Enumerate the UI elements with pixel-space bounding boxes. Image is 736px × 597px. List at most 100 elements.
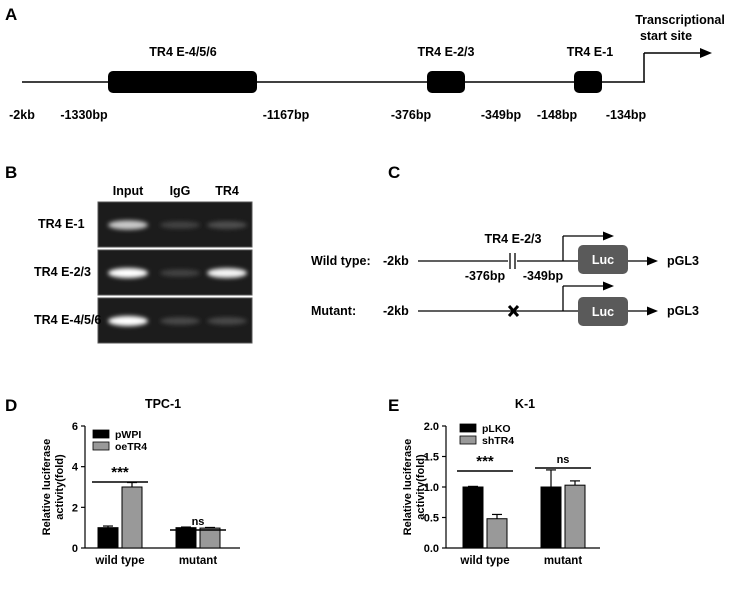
legend-swatch (92, 441, 110, 451)
wild-tss-head (603, 231, 614, 241)
chart-e-title: K-1 (515, 397, 535, 411)
legend-swatch (459, 423, 477, 433)
legend-label: shTR4 (482, 435, 514, 447)
lane-label-tr4: TR4 (215, 184, 239, 198)
panel-b: B Input IgG TR4 TR4 E-1 TR4 E-2/3 TR4 E-… (5, 163, 253, 344)
element-label-e1: TR4 E-1 (567, 45, 614, 59)
mutant-luc-label: Luc (592, 305, 614, 319)
mutant-tss-head (603, 281, 614, 291)
panel-c: C Wild type: -2kb TR4 E-2/3 -376bp -349b… (311, 163, 699, 326)
tss-label-line2: start site (640, 29, 692, 43)
position-label: -349bp (481, 108, 522, 122)
wild-type-label: Wild type: (311, 254, 371, 268)
gel-bands (108, 220, 247, 326)
gel-band (207, 221, 247, 229)
wild-out-head (647, 256, 658, 266)
gel-band (108, 268, 148, 278)
mutant-start-label: -2kb (383, 304, 409, 318)
lane-label-igg: IgG (170, 184, 191, 198)
panel-e: E K-1 Relative luciferase activity(fold)… (388, 396, 600, 567)
wild-luc-box (578, 245, 628, 274)
wild-site-label: TR4 E-2/3 (485, 232, 542, 246)
chart-e-ylabel-line1: Relative luciferase (402, 439, 414, 536)
mutant-luc-box (578, 297, 628, 326)
mutant-vector-label: pGL3 (667, 304, 699, 318)
gel-row-label: TR4 E-2/3 (34, 265, 91, 279)
gel-band (207, 317, 247, 325)
x-tick-label: wild type (94, 555, 144, 567)
position-label: -1167bp (263, 108, 310, 122)
bar (564, 484, 586, 549)
panel-a-letter: A (5, 5, 17, 24)
bar (486, 518, 508, 549)
bar (462, 486, 484, 549)
panel-c-letter: C (388, 163, 400, 182)
chart-e-ylabel-line2: activity(fold) (415, 454, 427, 520)
bar (175, 527, 197, 549)
legend-swatch (459, 435, 477, 445)
y-tick-label: 2 (72, 502, 78, 514)
y-tick-label: 2.0 (424, 421, 439, 433)
y-tick-label: 0.0 (424, 543, 439, 555)
y-tick-label: 6 (72, 421, 78, 433)
gel-row-label: TR4 E-4/5/6 (34, 313, 101, 327)
element-label-e23: TR4 E-2/3 (418, 45, 475, 59)
tss-arrow-head (700, 48, 712, 58)
bar (121, 486, 143, 549)
panel-d: D TPC-1 Relative luciferase activity(fol… (5, 396, 240, 567)
bar (199, 527, 221, 549)
gel-row-label: TR4 E-1 (38, 217, 85, 231)
mutant-label: Mutant: (311, 304, 356, 318)
y-tick-label: 1.0 (424, 482, 439, 494)
chart-e-ylabel: Relative luciferase activity(fold) (402, 439, 427, 536)
lane-label-input: Input (113, 184, 144, 198)
wild-site-gap (508, 253, 517, 269)
chart-e-plot: 0.0 0.5 1.0 1.5 2.0 wild type *** mutant ns pLKOs… (424, 421, 600, 567)
mutation-cross-icon (507, 304, 520, 318)
panel-d-letter: D (5, 396, 17, 415)
panel-a: A Transcriptional start site TR4 E-4/5/6… (5, 5, 725, 122)
y-tick-label: 4 (72, 462, 79, 474)
chart-d-title: TPC-1 (145, 397, 181, 411)
element-box-e456 (108, 71, 257, 93)
gel-band (207, 268, 247, 278)
significance-label: *** (111, 464, 129, 481)
tss-label-line1: Transcriptional (635, 13, 725, 27)
wild-start-label: -2kb (383, 254, 409, 268)
significance-label: ns (557, 454, 570, 466)
gel-band (108, 316, 148, 326)
chart-d-ylabel-line1: Relative luciferase (41, 439, 53, 536)
legend-label: oeTR4 (115, 441, 147, 453)
panel-b-letter: B (5, 163, 17, 182)
significance-label: *** (476, 453, 494, 470)
significance-label: ns (192, 516, 205, 528)
x-tick-label: mutant (179, 555, 218, 567)
bar (97, 527, 119, 549)
element-box-e1 (574, 71, 602, 93)
legend-swatch (92, 429, 110, 439)
chart-d-ylabel: Relative luciferase activity(fold) (41, 439, 66, 536)
position-label: -134bp (606, 108, 647, 122)
y-tick-label: 0.5 (424, 513, 439, 525)
position-label: -376bp (391, 108, 432, 122)
wild-vector-label: pGL3 (667, 254, 699, 268)
y-tick-label: 0 (72, 543, 78, 555)
position-label: -148bp (537, 108, 578, 122)
mutant-out-head (647, 306, 658, 316)
chart-d-ylabel-line2: activity(fold) (54, 454, 66, 520)
y-tick-label: 1.5 (424, 452, 439, 464)
panel-e-letter: E (388, 396, 399, 415)
wild-bp-right: -349bp (523, 269, 564, 283)
legend-label: pLKO (482, 423, 511, 435)
gel-band (160, 317, 200, 325)
position-label: -1330bp (60, 108, 108, 122)
legend-label: pWPI (115, 429, 141, 441)
wild-luc-label: Luc (592, 253, 614, 267)
gel-band (108, 220, 148, 230)
x-tick-label: mutant (544, 555, 583, 567)
bar (540, 486, 562, 549)
x-tick-label: wild type (459, 555, 509, 567)
element-box-e23 (427, 71, 465, 93)
